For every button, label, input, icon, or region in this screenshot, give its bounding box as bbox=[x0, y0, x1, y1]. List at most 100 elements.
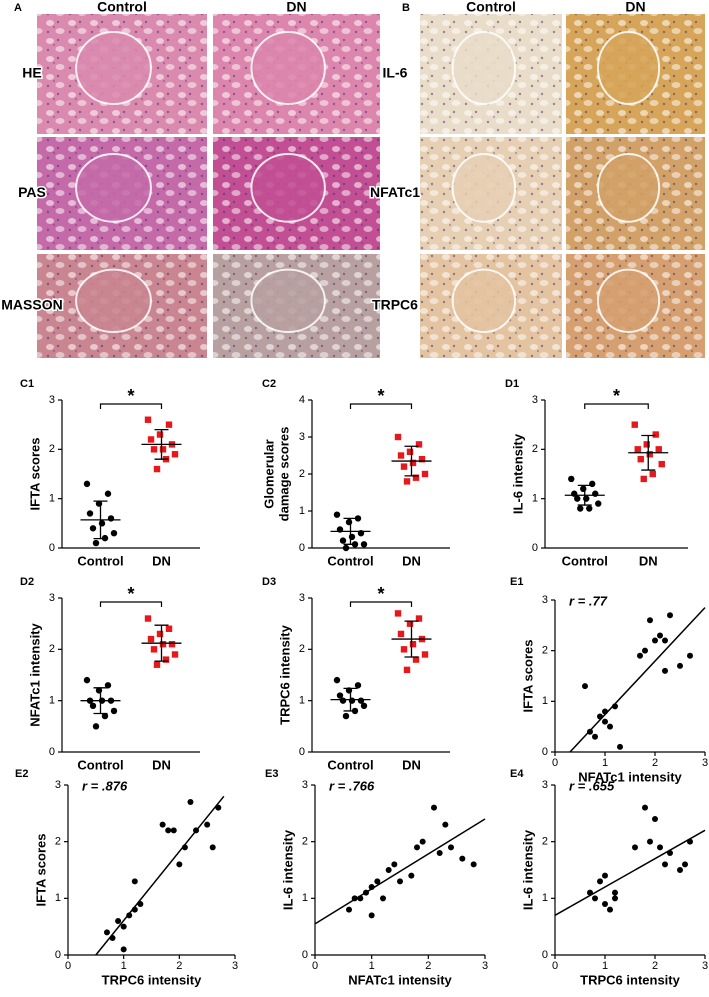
y-axis-label: Glomerular bbox=[261, 439, 276, 508]
glomerulus bbox=[75, 31, 152, 105]
data-point bbox=[662, 637, 668, 644]
data-point bbox=[92, 723, 100, 730]
data-point bbox=[631, 421, 638, 428]
data-point bbox=[602, 872, 608, 879]
x-tick-label: 0 bbox=[552, 960, 558, 972]
data-point bbox=[637, 652, 643, 659]
row-label: PAS bbox=[18, 184, 46, 200]
significance-mark: * bbox=[127, 386, 134, 406]
data-point bbox=[394, 610, 402, 617]
data-point bbox=[360, 702, 368, 709]
sd-bar bbox=[577, 484, 592, 506]
y-tick-label: 0 bbox=[299, 542, 305, 554]
x-axis-label: NFATc1 intensity bbox=[578, 769, 682, 784]
y-axis-label: damage scores bbox=[276, 427, 291, 522]
data-point bbox=[92, 539, 100, 547]
x-tick-label: 1 bbox=[602, 960, 608, 972]
x-tick-label: Control bbox=[327, 553, 373, 568]
significance-bracket bbox=[349, 403, 413, 409]
data-point bbox=[414, 844, 420, 851]
data-point bbox=[637, 456, 644, 463]
data-point bbox=[339, 697, 347, 704]
y-tick-label: 1 bbox=[302, 892, 308, 904]
data-point bbox=[354, 515, 362, 522]
data-point bbox=[144, 615, 152, 622]
data-point bbox=[360, 541, 368, 548]
data-point bbox=[187, 799, 194, 805]
data-point bbox=[640, 475, 647, 483]
data-point bbox=[649, 470, 656, 478]
data-point bbox=[408, 872, 415, 879]
data-point bbox=[431, 804, 437, 811]
x-tick-label: 2 bbox=[176, 960, 182, 972]
correlation-label: r = .876 bbox=[82, 778, 128, 793]
significance-bracket bbox=[99, 403, 163, 409]
y-tick-label: 3 bbox=[49, 592, 55, 604]
data-point bbox=[385, 867, 392, 873]
x-axis-label: TRPC6 intensity bbox=[102, 972, 202, 987]
data-point bbox=[86, 510, 94, 517]
data-point bbox=[103, 929, 110, 936]
data-point bbox=[612, 889, 618, 896]
data-point bbox=[470, 861, 477, 868]
data-point bbox=[586, 505, 593, 512]
glomerulus bbox=[596, 268, 661, 333]
data-point bbox=[397, 630, 405, 638]
data-point bbox=[607, 906, 613, 913]
y-axis-label: IL-6 intensity bbox=[280, 829, 295, 910]
sd-bar bbox=[154, 624, 169, 662]
data-point bbox=[421, 651, 429, 658]
data-point bbox=[89, 702, 97, 709]
panel-label: C2 bbox=[262, 378, 276, 390]
data-point bbox=[602, 901, 608, 907]
data-point bbox=[617, 743, 623, 750]
y-tick-label: 3 bbox=[55, 779, 61, 791]
data-point bbox=[658, 460, 665, 468]
data-point bbox=[592, 733, 598, 740]
data-point bbox=[595, 500, 602, 507]
data-point bbox=[657, 632, 663, 639]
data-point bbox=[171, 451, 179, 458]
data-point bbox=[89, 525, 97, 532]
data-point bbox=[339, 537, 347, 544]
y-tick-label: 1 bbox=[49, 695, 55, 707]
data-point bbox=[348, 697, 356, 704]
x-tick-label: 0 bbox=[65, 960, 71, 972]
y-tick-label: 0 bbox=[302, 949, 308, 961]
panel-label: C1 bbox=[20, 378, 34, 390]
panel-label: E2 bbox=[15, 768, 28, 780]
data-point bbox=[120, 946, 127, 953]
data-point bbox=[156, 431, 164, 438]
data-point bbox=[159, 641, 167, 648]
data-point bbox=[677, 662, 683, 669]
x-tick-label: 1 bbox=[121, 960, 127, 972]
panel-label: D1 bbox=[505, 378, 519, 390]
data-point bbox=[333, 511, 341, 518]
data-point bbox=[592, 895, 598, 902]
panel-label: B bbox=[402, 2, 410, 14]
panel-label: A bbox=[14, 2, 22, 14]
data-point bbox=[126, 912, 133, 919]
x-tick-label: 2 bbox=[652, 757, 658, 769]
sd-bar bbox=[343, 517, 358, 545]
y-tick-label: 1 bbox=[299, 505, 305, 517]
data-point bbox=[406, 448, 414, 455]
y-tick-label: 3 bbox=[302, 779, 308, 791]
data-point bbox=[400, 646, 408, 653]
y-tick-label: 3 bbox=[299, 592, 305, 604]
x-tick-label: 3 bbox=[702, 757, 708, 769]
data-point bbox=[647, 617, 653, 624]
data-point bbox=[583, 495, 590, 502]
glomerulus bbox=[250, 152, 326, 223]
data-point bbox=[115, 918, 122, 924]
data-point bbox=[607, 723, 613, 730]
significance-mark: * bbox=[377, 386, 384, 406]
row-label: MASSON bbox=[1, 297, 62, 313]
data-point bbox=[368, 912, 375, 919]
data-point bbox=[677, 867, 683, 873]
x-tick-label: Control bbox=[77, 553, 123, 568]
y-axis-label: IL-6 intensity bbox=[510, 433, 525, 514]
y-tick-label: 1 bbox=[55, 892, 61, 904]
x-tick-label: DN bbox=[152, 757, 171, 772]
